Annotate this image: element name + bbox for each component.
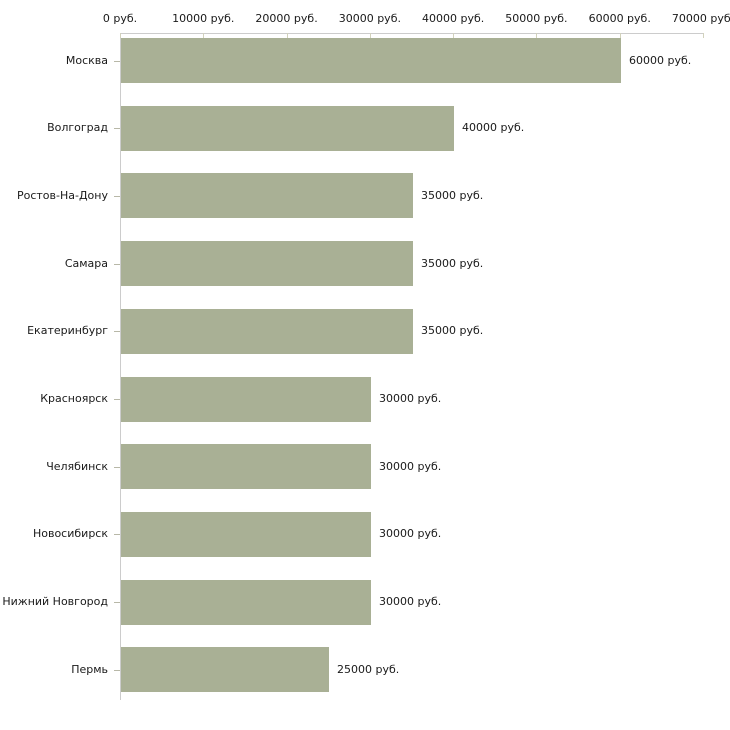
bar — [121, 241, 413, 286]
category-label: Красноярск — [40, 392, 108, 405]
x-axis-tick-label: 30000 руб. — [338, 12, 401, 25]
value-label: 40000 руб. — [462, 121, 525, 134]
x-axis-tick-label: 20000 руб. — [255, 12, 318, 25]
value-label: 30000 руб. — [379, 460, 442, 473]
category-label: Челябинск — [46, 460, 108, 473]
x-axis-tick-label: 40000 руб. — [422, 12, 485, 25]
bar — [121, 377, 371, 422]
category-label: Екатеринбург — [27, 324, 108, 337]
bar — [121, 647, 329, 692]
x-axis-tick — [703, 33, 704, 38]
y-axis-tick — [114, 331, 120, 332]
y-axis-tick — [114, 467, 120, 468]
x-axis-tick — [286, 33, 288, 38]
value-label: 35000 руб. — [421, 189, 484, 202]
category-label: Волгоград — [47, 121, 108, 134]
y-axis-tick — [114, 534, 120, 535]
x-axis-tick — [369, 33, 371, 38]
value-label: 35000 руб. — [421, 324, 484, 337]
bar — [121, 173, 413, 218]
value-label: 30000 руб. — [379, 595, 442, 608]
category-label: Москва — [65, 54, 108, 67]
x-axis-tick-label: 50000 руб. — [505, 12, 568, 25]
category-label: Новосибирск — [32, 527, 108, 540]
x-axis-line — [120, 33, 703, 34]
value-label: 35000 руб. — [421, 257, 484, 270]
x-axis-tick-label: 60000 руб. — [588, 12, 651, 25]
bar — [121, 309, 413, 354]
y-axis-tick — [114, 602, 120, 603]
x-axis-tick — [453, 33, 455, 38]
y-axis-tick — [114, 128, 120, 129]
x-axis-tick — [619, 33, 621, 38]
value-label: 30000 руб. — [379, 392, 442, 405]
value-label: 25000 руб. — [337, 663, 400, 676]
category-label: Нижний Новгород — [2, 595, 108, 608]
bar — [121, 512, 371, 557]
x-axis-tick — [120, 33, 121, 38]
category-label: Ростов-На-Дону — [16, 189, 108, 202]
category-label: Пермь — [71, 663, 108, 676]
y-axis-tick — [114, 670, 120, 671]
bar — [121, 580, 371, 625]
y-axis-tick — [114, 61, 120, 62]
x-axis-tick — [536, 33, 538, 38]
category-label: Самара — [64, 257, 108, 270]
bar — [121, 106, 454, 151]
value-label: 30000 руб. — [379, 527, 442, 540]
y-axis-tick — [114, 399, 120, 400]
y-axis-tick — [114, 196, 120, 197]
x-axis-tick-label: 0 руб. — [102, 12, 138, 25]
bar — [121, 38, 621, 83]
y-axis-tick — [114, 264, 120, 265]
x-axis-tick-label: 10000 руб. — [172, 12, 235, 25]
bar — [121, 444, 371, 489]
x-axis-tick-label: 70000 руб. — [671, 12, 730, 25]
value-label: 60000 руб. — [629, 54, 692, 67]
x-axis-tick — [203, 33, 205, 38]
y-axis-line — [120, 33, 121, 700]
